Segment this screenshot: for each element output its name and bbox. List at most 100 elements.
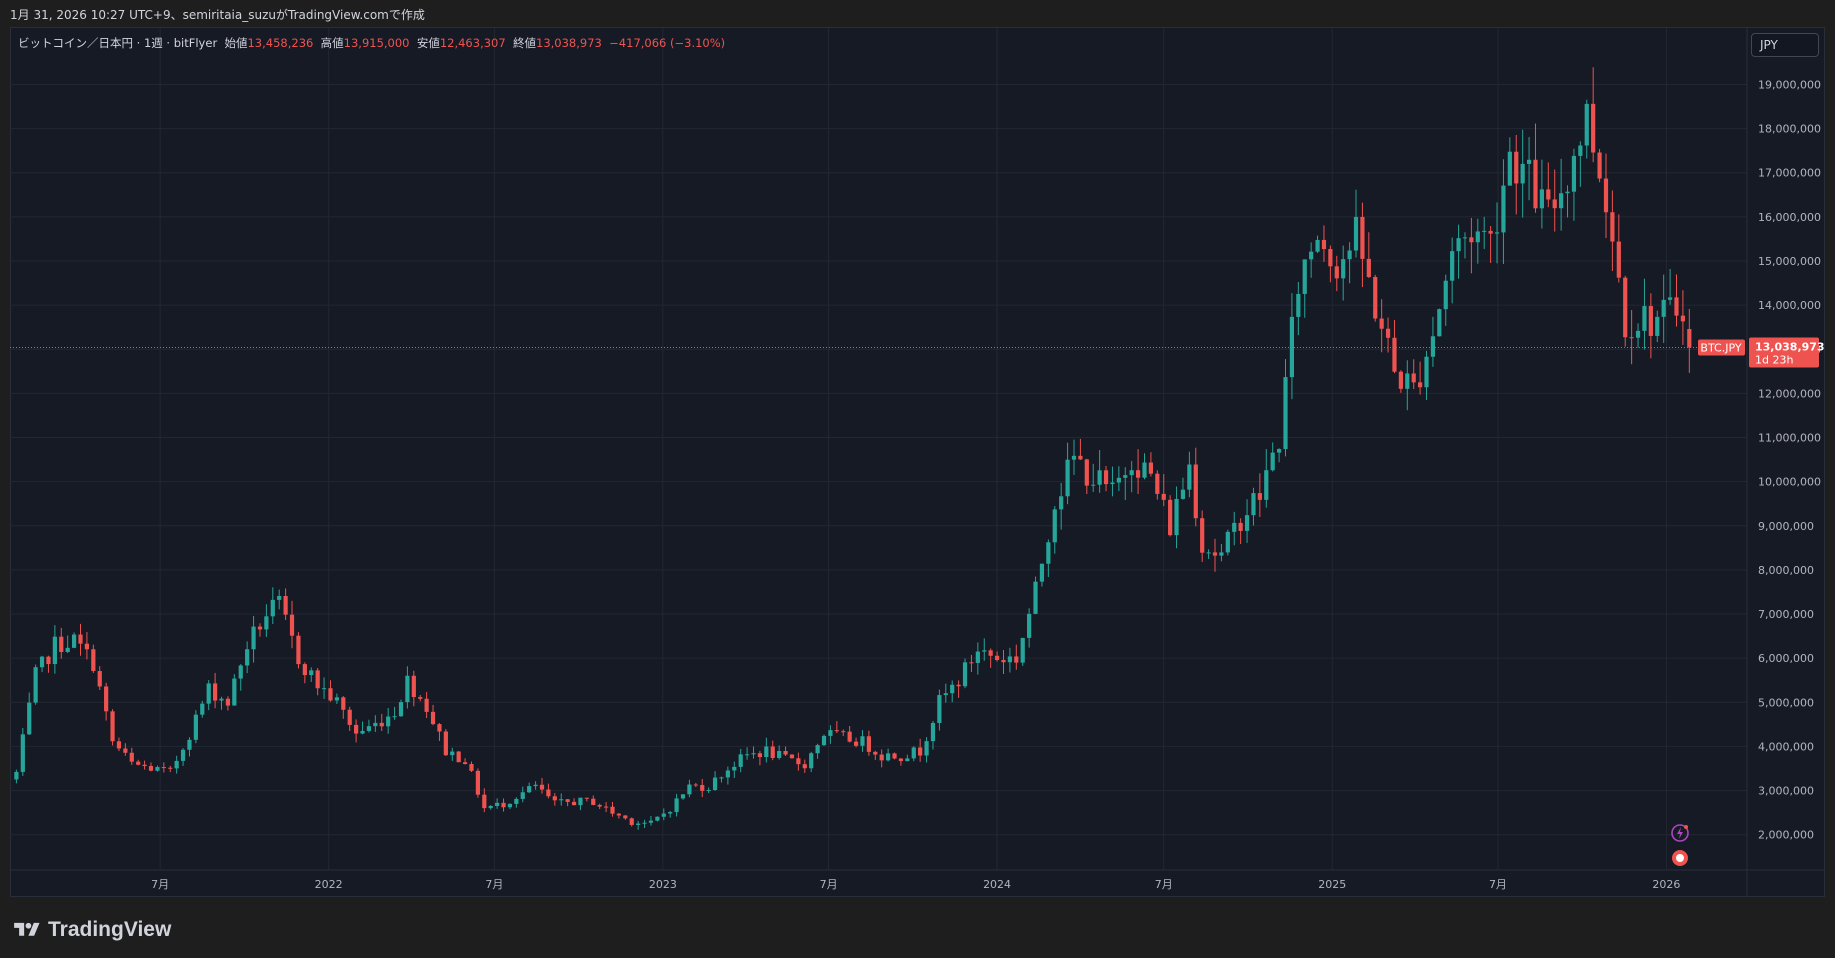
candle-body	[520, 792, 525, 799]
candle	[245, 641, 250, 674]
candle-body	[1001, 659, 1006, 663]
candle	[1219, 544, 1224, 562]
candle-body	[1687, 329, 1692, 348]
candle-body	[1315, 239, 1320, 252]
candle	[405, 666, 410, 709]
candle-body	[1116, 477, 1121, 483]
candle-body	[539, 784, 545, 790]
candle	[552, 793, 557, 806]
candle-body	[270, 599, 275, 617]
candle	[1360, 202, 1365, 288]
candle	[386, 707, 391, 734]
y-tick-label: 17,000,000	[1758, 167, 1821, 180]
candle-body	[764, 746, 769, 758]
candle	[1552, 169, 1557, 232]
candle	[360, 721, 365, 735]
candle-body	[777, 750, 782, 758]
candle	[1546, 162, 1551, 208]
candle-body	[495, 802, 500, 806]
candle-body	[642, 822, 647, 824]
currency-button[interactable]: JPY	[1751, 33, 1819, 57]
candle-body	[1244, 515, 1250, 531]
candle-body	[341, 697, 346, 710]
candle-body	[937, 695, 942, 723]
candle	[1206, 549, 1211, 559]
candle	[206, 680, 211, 711]
candle	[1078, 438, 1083, 461]
candle	[712, 771, 718, 791]
candle-body	[91, 649, 96, 672]
candle-body	[943, 693, 948, 696]
candle-body	[1296, 293, 1301, 317]
candle-body	[1616, 241, 1621, 278]
candle	[1174, 486, 1179, 549]
candle-body	[155, 767, 160, 771]
candle	[347, 706, 352, 731]
candle-body	[251, 626, 256, 650]
candle-body	[65, 647, 70, 652]
candle-body	[636, 823, 641, 825]
candle	[219, 696, 224, 710]
candle-body	[886, 753, 891, 761]
candle-body	[27, 702, 32, 735]
candle-body	[1661, 299, 1666, 317]
candle	[1520, 129, 1525, 218]
candle-body	[873, 751, 878, 755]
candle	[1385, 317, 1391, 353]
candle-body	[1007, 656, 1012, 663]
candle-body	[1552, 199, 1557, 209]
candle-body	[488, 805, 493, 809]
candle-body	[1200, 518, 1205, 553]
tradingview-logo[interactable]: TradingView	[12, 918, 171, 942]
candle-body	[373, 722, 378, 727]
x-tick-label: 2025	[1318, 878, 1346, 891]
candle	[693, 782, 698, 788]
candle-body	[1129, 470, 1134, 476]
candle	[1559, 158, 1564, 231]
candle	[1597, 148, 1602, 183]
candle-body	[892, 753, 897, 759]
candle-body	[174, 760, 179, 769]
candle	[1353, 189, 1359, 258]
candle-body	[110, 711, 115, 742]
candle-body	[168, 767, 173, 769]
candle	[321, 677, 327, 699]
candle-body	[1161, 493, 1166, 500]
candle-body	[206, 683, 211, 704]
candle	[1514, 134, 1519, 215]
candle	[1482, 216, 1487, 250]
candle	[418, 694, 423, 702]
candle-body	[1507, 151, 1512, 186]
x-tick-label: 7月	[1489, 878, 1507, 891]
candle-body	[232, 678, 237, 706]
candle	[1501, 159, 1506, 264]
candle-body	[603, 806, 609, 808]
candle	[270, 587, 275, 625]
candle	[1135, 449, 1141, 495]
legend-open: 13,458,236	[247, 36, 314, 50]
candle	[950, 680, 955, 703]
candle	[680, 794, 686, 800]
candle-body	[180, 749, 186, 761]
candle	[110, 709, 115, 746]
candle	[591, 795, 596, 806]
candle	[777, 745, 782, 760]
candle	[642, 819, 647, 829]
candle	[616, 812, 622, 819]
y-tick-label: 5,000,000	[1758, 696, 1814, 709]
candle-body	[1097, 470, 1102, 485]
candle-body	[1488, 230, 1493, 234]
candle	[225, 696, 231, 711]
candle-body	[1418, 382, 1423, 388]
candle	[719, 776, 724, 783]
candle	[1091, 463, 1096, 492]
candle-body	[1180, 489, 1186, 499]
candle	[1392, 319, 1397, 374]
y-tick-label: 18,000,000	[1758, 123, 1821, 136]
candle	[533, 781, 538, 790]
candle	[1629, 309, 1634, 365]
candle-body	[1334, 266, 1339, 279]
candle-body	[1071, 455, 1077, 460]
candle	[1616, 214, 1621, 283]
